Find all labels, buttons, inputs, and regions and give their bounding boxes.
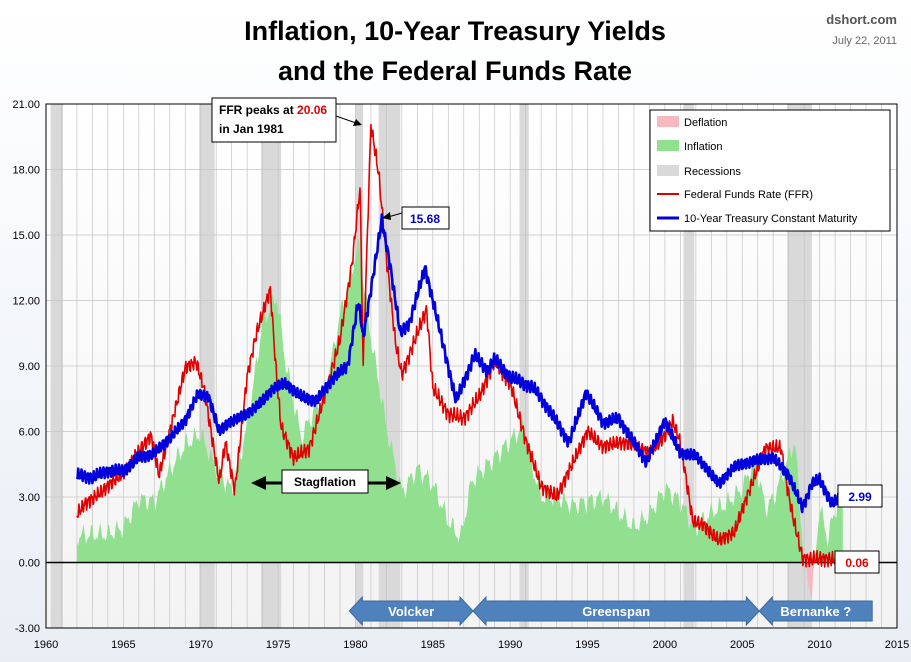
chart-header: Inflation, 10-Year Treasury Yields and t… (244, 12, 897, 86)
treasury-peak-callout: 15.68 (382, 206, 450, 230)
treasury-line (75, 213, 844, 514)
plot-border (45, 103, 898, 629)
x-tick-label: 1970 (188, 639, 212, 651)
treasury-peak-value: 15.68 (410, 212, 440, 226)
stagflation-arrow-right (386, 476, 401, 490)
ffr-peak-line2: in Jan 1981 (219, 122, 284, 136)
x-tick-label: 1960 (34, 639, 58, 651)
rate-lines (75, 123, 844, 569)
ffr-peak-text: FFR peaks at 20.06 (219, 103, 327, 117)
ffr-last-box (834, 550, 880, 574)
inflation-area (76, 234, 843, 601)
y-tick-label: -3.00 (15, 623, 40, 635)
y-tick-label: 15.00 (12, 230, 40, 242)
source-label: dshort.com (826, 12, 897, 27)
x-tick-label: 1995 (575, 639, 599, 651)
legend-label-recessions: Recessions (684, 166, 741, 178)
ffr-peak-box (211, 97, 337, 143)
x-tick-label: 1980 (343, 639, 367, 651)
ffr-peak-prefix: FFR peaks at (219, 103, 297, 117)
legend-label-ffr: Federal Funds Rate (FFR) (684, 189, 813, 201)
treasury-last-callout: 2.99 (837, 484, 883, 508)
chart-title-line-1: Inflation, 10-Year Treasury Yields (244, 16, 666, 46)
stagflation-annotation: Stagflation (251, 469, 401, 494)
x-tick-label: 1990 (498, 639, 522, 651)
ffr-last-value: 0.06 (845, 556, 869, 570)
ffr-line (76, 123, 843, 569)
stagflation-box (281, 469, 369, 494)
legend-box (649, 109, 891, 232)
legend-label-treasury: 10-Year Treasury Constant Maturity (684, 213, 858, 225)
x-tick-label: 2005 (730, 639, 754, 651)
stagflation-label: Stagflation (294, 475, 356, 489)
y-tick-label: 18.00 (12, 165, 40, 177)
legend-swatch-deflation (657, 116, 679, 127)
treasury-last-box (837, 484, 883, 508)
stagflation-arrow-left (251, 476, 266, 490)
y-tick-label: 6.00 (19, 427, 40, 439)
x-tick-label: 1965 (111, 639, 135, 651)
y-tick-label: 0.00 (19, 558, 40, 570)
treasury-peak-pointer-head (382, 212, 391, 220)
era-label: Greenspan (582, 604, 650, 619)
date-label: July 22, 2011 (832, 35, 897, 47)
legend-label-deflation: Deflation (684, 117, 727, 129)
y-tick-label: 9.00 (19, 361, 40, 373)
era-arrows: Volcker Greenspan Bernanke ? (348, 595, 873, 627)
x-tick-label: 1985 (421, 639, 445, 651)
y-tick-label: 12.00 (12, 296, 40, 308)
inflation-area-fill (76, 234, 843, 563)
era-label: Bernanke ? (780, 604, 851, 619)
ffr-peak-pointer (335, 115, 357, 124)
legend-swatch-recessions (657, 165, 679, 176)
ffr-peak-callout: FFR peaks at 20.06 in Jan 1981 (211, 97, 362, 143)
x-tick-label: 2015 (885, 639, 909, 651)
x-tick-label: 2010 (807, 639, 831, 651)
chart-title-line-2: and the Federal Funds Rate (278, 56, 632, 86)
y-tick-label: 3.00 (19, 492, 40, 504)
ffr-peak-pointer-head (353, 119, 362, 126)
y-tick-label: 21.00 (12, 99, 40, 111)
x-tick-label: 1975 (266, 639, 290, 651)
x-tick-label: 2000 (653, 639, 677, 651)
ffr-peak-value: 20.06 (297, 103, 327, 117)
era-label: Volcker (388, 604, 434, 619)
legend-label-inflation: Inflation (684, 141, 723, 153)
ffr-last-callout: 0.06 (834, 550, 880, 574)
treasury-peak-box (401, 206, 450, 230)
legend: Deflation Inflation Recessions Federal F… (649, 109, 891, 232)
legend-swatch-inflation (657, 140, 679, 151)
axes: -3.00 0.00 3.00 6.00 9.00 12.00 15.00 18.00 21.0… (12, 99, 909, 651)
treasury-last-value: 2.99 (848, 490, 872, 504)
era-arrow (758, 595, 873, 627)
